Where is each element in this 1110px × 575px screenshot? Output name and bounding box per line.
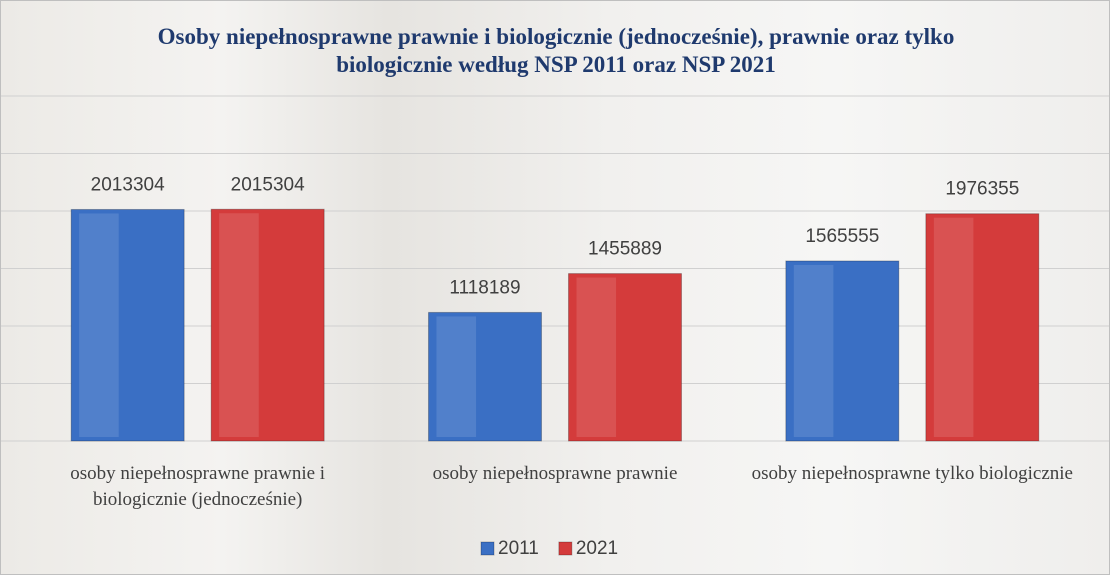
bar xyxy=(925,213,1040,442)
bar-shine xyxy=(436,316,477,437)
legend-label: 2011 xyxy=(498,538,539,559)
x-tick-label: osoby niepełnosprawne prawnie i biologic… xyxy=(70,463,326,510)
bar xyxy=(428,311,542,442)
bar-shine xyxy=(576,277,617,437)
legend-label: 2021 xyxy=(576,538,618,559)
bar-shine xyxy=(933,217,974,437)
value-label: 1565555 xyxy=(805,226,879,247)
bar-shine xyxy=(79,213,119,437)
value-label: 1976355 xyxy=(945,179,1019,200)
bar xyxy=(785,260,900,442)
x-tick-label: osoby niepełnosprawne prawnie xyxy=(432,463,678,484)
value-label: 1118189 xyxy=(449,277,520,298)
legend-swatch xyxy=(558,541,573,556)
bar xyxy=(210,208,325,442)
bar xyxy=(568,273,682,442)
x-tick-label: osoby niepełnosprawne tylko biologicznie xyxy=(751,463,1073,484)
legend-swatch xyxy=(480,541,495,556)
value-label: 2015304 xyxy=(231,174,305,195)
value-label: 1455889 xyxy=(588,239,662,260)
bar-shine xyxy=(793,264,834,437)
value-label: 2013304 xyxy=(91,174,165,195)
chart-title: Osoby niepełnosprawne prawnie i biologic… xyxy=(157,24,955,77)
bar-shine xyxy=(219,213,259,437)
bar xyxy=(70,208,185,442)
